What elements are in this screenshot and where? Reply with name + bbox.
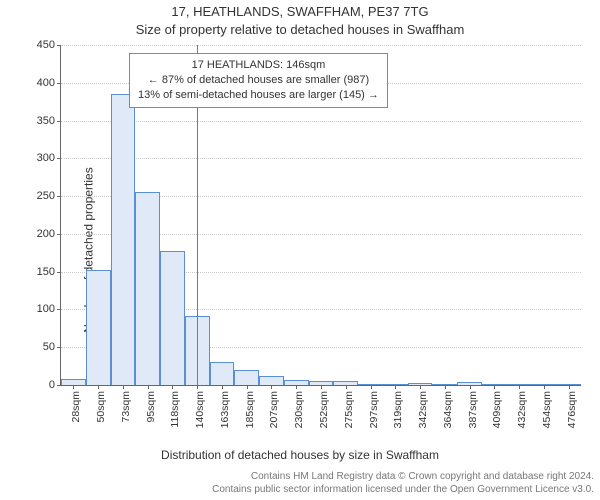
x-tick-label: 230sqm <box>293 391 305 428</box>
x-tick-label: 252sqm <box>318 391 330 428</box>
histogram-bar <box>86 270 111 385</box>
x-tick-label: 28sqm <box>70 391 82 423</box>
x-tick-label: 95sqm <box>145 391 157 423</box>
x-tick <box>569 385 570 389</box>
annotation-line: 17 HEATHLANDS: 146sqm <box>138 58 379 73</box>
plot-area: 05010015020025030035040045028sqm50sqm73s… <box>60 45 581 386</box>
y-tick-label: 0 <box>49 379 55 391</box>
gridline <box>61 121 581 122</box>
histogram-bar <box>234 370 259 385</box>
histogram-bar <box>210 362 235 385</box>
y-tick-label: 100 <box>37 303 55 315</box>
x-tick-label: 476sqm <box>566 391 578 428</box>
x-tick <box>123 385 124 389</box>
x-tick-label: 207sqm <box>268 391 280 428</box>
x-tick <box>519 385 520 389</box>
attribution-line: Contains public sector information licen… <box>212 483 594 496</box>
attribution-line: Contains HM Land Registry data © Crown c… <box>212 470 594 483</box>
chart-title-address: 17, HEATHLANDS, SWAFFHAM, PE37 7TG <box>0 4 600 19</box>
chart-container: 17, HEATHLANDS, SWAFFHAM, PE37 7TG Size … <box>0 0 600 500</box>
x-tick <box>420 385 421 389</box>
histogram-bar <box>135 192 160 385</box>
x-tick <box>494 385 495 389</box>
y-tick-label: 50 <box>43 341 55 353</box>
chart-subtitle: Size of property relative to detached ho… <box>0 22 600 37</box>
y-tick <box>57 234 61 235</box>
x-tick-label: 432sqm <box>516 391 528 428</box>
x-tick-label: 342sqm <box>417 391 429 428</box>
x-tick <box>73 385 74 389</box>
histogram-bar <box>111 94 136 385</box>
gridline <box>61 158 581 159</box>
x-tick-label: 118sqm <box>169 391 181 428</box>
annotation-line: ← 87% of detached houses are smaller (98… <box>138 73 379 88</box>
x-tick-label: 297sqm <box>368 391 380 428</box>
x-tick <box>321 385 322 389</box>
x-tick-label: 163sqm <box>219 391 231 428</box>
y-tick <box>57 121 61 122</box>
x-tick-label: 387sqm <box>467 391 479 428</box>
x-tick-label: 140sqm <box>194 391 206 428</box>
y-tick <box>57 158 61 159</box>
x-tick <box>544 385 545 389</box>
y-tick <box>57 83 61 84</box>
x-tick <box>247 385 248 389</box>
y-tick <box>57 45 61 46</box>
x-tick <box>470 385 471 389</box>
x-axis-label: Distribution of detached houses by size … <box>0 448 600 462</box>
x-tick-label: 319sqm <box>392 391 404 428</box>
y-tick-label: 450 <box>37 39 55 51</box>
x-tick-label: 50sqm <box>95 391 107 423</box>
y-tick-label: 350 <box>37 115 55 127</box>
annotation-line: 13% of semi-detached houses are larger (… <box>138 88 379 103</box>
annotation-box: 17 HEATHLANDS: 146sqm ← 87% of detached … <box>129 53 388 108</box>
x-tick <box>371 385 372 389</box>
y-tick <box>57 347 61 348</box>
y-tick-label: 250 <box>37 190 55 202</box>
y-tick <box>57 272 61 273</box>
x-tick <box>222 385 223 389</box>
y-tick <box>57 309 61 310</box>
y-tick-label: 400 <box>37 77 55 89</box>
x-tick <box>148 385 149 389</box>
y-tick-label: 200 <box>37 228 55 240</box>
x-tick-label: 275sqm <box>343 391 355 428</box>
x-tick <box>197 385 198 389</box>
y-tick-label: 300 <box>37 152 55 164</box>
x-tick <box>98 385 99 389</box>
x-tick-label: 409sqm <box>491 391 503 428</box>
histogram-bar <box>259 376 284 385</box>
gridline <box>61 45 581 46</box>
x-tick-label: 185sqm <box>244 391 256 428</box>
histogram-bar <box>160 251 185 385</box>
x-tick <box>296 385 297 389</box>
x-tick-label: 364sqm <box>442 391 454 428</box>
x-tick-label: 73sqm <box>120 391 132 423</box>
x-tick <box>172 385 173 389</box>
y-tick-label: 150 <box>37 266 55 278</box>
x-tick <box>395 385 396 389</box>
x-tick <box>346 385 347 389</box>
y-tick <box>57 385 61 386</box>
x-tick <box>271 385 272 389</box>
attribution-text: Contains HM Land Registry data © Crown c… <box>212 470 594 496</box>
y-tick <box>57 196 61 197</box>
x-tick-label: 454sqm <box>541 391 553 428</box>
x-tick <box>445 385 446 389</box>
